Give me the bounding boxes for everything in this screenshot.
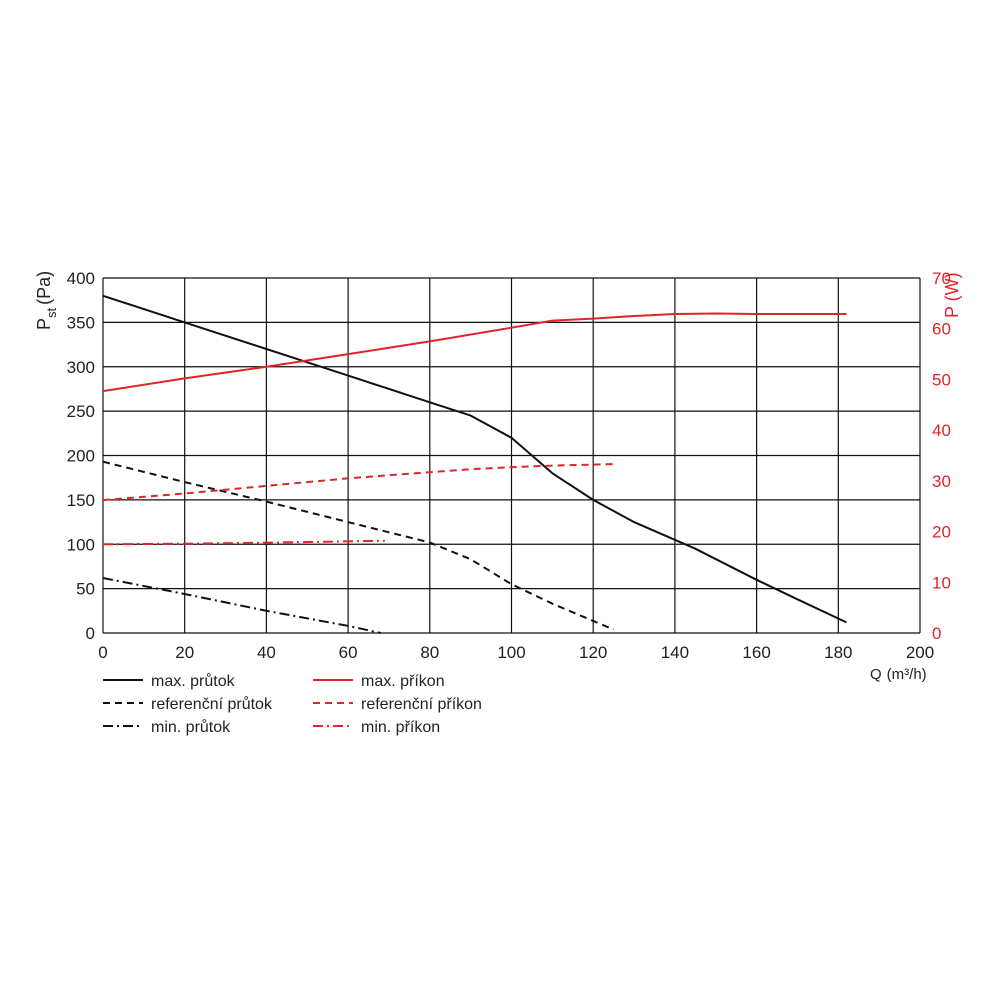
chart-legend: max. průtok referenční průtok min. průtok m…: [103, 672, 482, 736]
x-tick-label: 160: [742, 643, 770, 662]
y-left-tick-label: 50: [76, 580, 95, 599]
x-tick-label: 20: [175, 643, 194, 662]
y-left-tick-label: 200: [67, 447, 95, 466]
legend-label: min. příkon: [361, 719, 440, 736]
series-line: [102, 460, 614, 631]
x-tick-label: 0: [98, 643, 107, 662]
y-left-tick-label: 400: [67, 269, 95, 288]
y-right-tick-label: 50: [932, 370, 951, 389]
y-right-tick-label: 10: [932, 573, 951, 592]
y-right-tick-label: 20: [932, 523, 951, 542]
x-tick-label: 200: [906, 643, 934, 662]
y-left-tick-label: 250: [67, 402, 95, 421]
legend-label: min. průtok: [151, 718, 231, 736]
y-left-tick-label: 0: [86, 624, 95, 643]
right-axis-title: P (W): [942, 272, 962, 318]
y-right-tick-label: 70: [932, 269, 951, 288]
y-right-tick-label: 0: [932, 624, 941, 643]
legend-label: referenční příkon: [361, 696, 482, 713]
series-line: [102, 577, 382, 634]
x-tick-label: 40: [257, 643, 276, 662]
legend-label: max. příkon: [361, 673, 445, 690]
series-line: [102, 312, 847, 393]
y-right-tick-label: 40: [932, 421, 951, 440]
y-left-tick-label: 350: [67, 313, 95, 332]
y-right-tick-label: 30: [932, 472, 951, 491]
x-tick-label: 100: [497, 643, 525, 662]
series-line: [102, 463, 614, 502]
y-left-tick-label: 300: [67, 358, 95, 377]
x-axis-title: Q (m³/h): [870, 666, 927, 683]
series-line: [102, 539, 385, 546]
x-tick-label: 140: [661, 643, 689, 662]
legend-label: referenční průtok: [151, 695, 273, 713]
chart-series: [102, 294, 847, 634]
left-axis-title: Pst(Pa): [34, 271, 59, 330]
axis-ticks: 0 20 40 60 80 100 120 140 160 180 2000501001502002…: [67, 269, 951, 662]
legend-label: max. průtok: [151, 672, 236, 690]
y-right-tick-label: 60: [932, 320, 951, 339]
x-tick-label: 180: [824, 643, 852, 662]
series-line: [102, 294, 847, 624]
svg-text:P (W): P (W): [942, 272, 962, 318]
y-left-tick-label: 150: [67, 491, 95, 510]
y-left-tick-label: 100: [67, 535, 95, 554]
chart-grid: [102, 277, 921, 634]
x-tick-label: 60: [339, 643, 358, 662]
svg-text:Pst(Pa): Pst(Pa): [34, 271, 59, 330]
x-tick-label: 120: [579, 643, 607, 662]
x-tick-label: 80: [420, 643, 439, 662]
